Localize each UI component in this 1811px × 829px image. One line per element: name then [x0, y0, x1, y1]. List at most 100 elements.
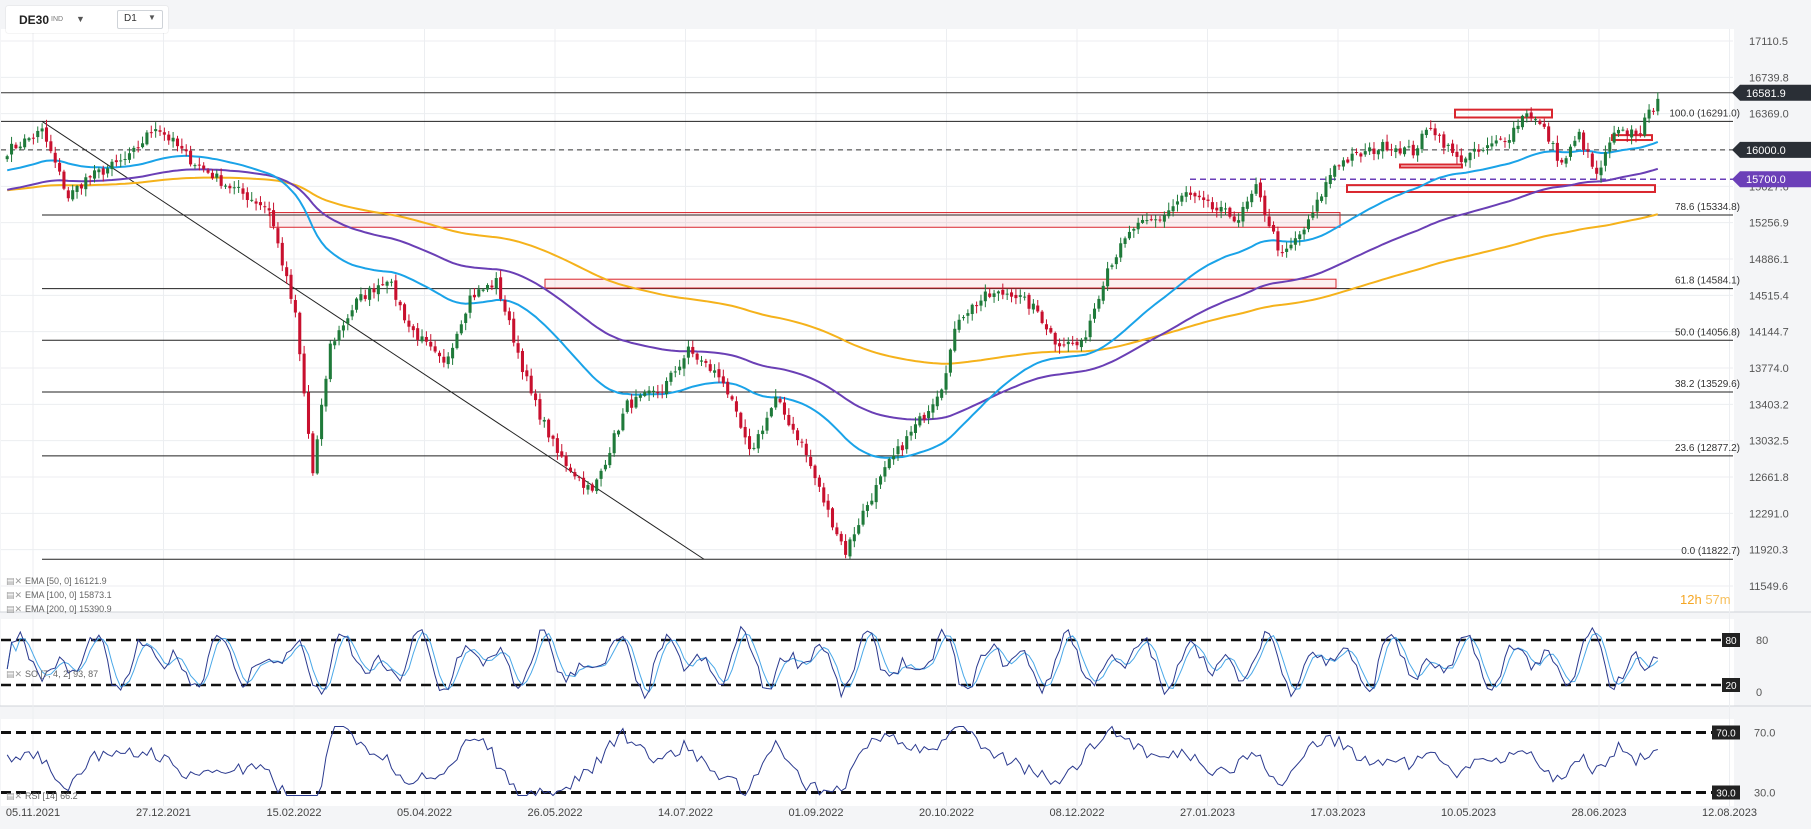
- candle-body: [1154, 219, 1158, 221]
- candle-body: [1520, 115, 1524, 128]
- candle-body: [341, 325, 345, 331]
- candle-body: [97, 169, 101, 173]
- candle-body: [1106, 268, 1110, 287]
- candle-body: [1433, 128, 1437, 136]
- candle-body: [905, 436, 909, 450]
- symbol-name[interactable]: DE30: [19, 13, 50, 27]
- candle-body: [1656, 98, 1660, 112]
- candles: [5, 92, 1660, 559]
- candle-body: [1302, 229, 1306, 235]
- candle-body: [1258, 182, 1262, 198]
- ema100-legend[interactable]: ▤✕ EMA [100, 0] 15873.1: [6, 590, 112, 600]
- settings-icon[interactable]: ▤✕: [6, 590, 23, 600]
- candle-body: [992, 293, 996, 297]
- candle-body: [446, 356, 450, 365]
- candle-body: [761, 430, 765, 435]
- candle-body: [333, 341, 337, 346]
- symbol-suffix: IND: [51, 16, 64, 23]
- candle-body: [49, 141, 53, 152]
- candle-body: [547, 419, 551, 438]
- candle-body: [1031, 303, 1035, 310]
- candle-body: [1158, 219, 1162, 221]
- candle-body: [1490, 143, 1494, 147]
- candle-body: [625, 400, 629, 412]
- candle-body: [184, 149, 188, 152]
- settings-icon[interactable]: ▤✕: [6, 791, 23, 801]
- y-tick-label: 12291.0: [1749, 508, 1789, 520]
- candle-body: [1040, 311, 1044, 323]
- highlight-box-top: [1454, 108, 1553, 119]
- candle-body: [1359, 153, 1363, 157]
- settings-icon[interactable]: ▤✕: [6, 669, 23, 679]
- candle-body: [1582, 132, 1586, 150]
- candle-body: [787, 414, 791, 426]
- candle-body: [1612, 132, 1616, 143]
- ema50-legend[interactable]: ▤✕ EMA [50, 0] 16121.9: [6, 576, 107, 586]
- ema200-legend[interactable]: ▤✕ EMA [200, 0] 15390.9: [6, 604, 112, 614]
- candle-body: [119, 160, 123, 162]
- candle-body: [1446, 144, 1450, 146]
- candle-body: [459, 324, 463, 334]
- level-16000-badge: [1732, 141, 1811, 158]
- candle-body: [250, 199, 254, 201]
- settings-icon[interactable]: ▤✕: [6, 576, 23, 586]
- candle-body: [1066, 341, 1070, 345]
- candle-body: [551, 435, 555, 439]
- candle-body: [595, 479, 599, 492]
- candle-body: [817, 477, 821, 487]
- candle-body: [1429, 127, 1433, 129]
- y-tick-label: 13403.2: [1749, 399, 1789, 411]
- candle-body: [44, 127, 49, 142]
- rsi-legend[interactable]: ▤✕ RSI [14] 66.2: [6, 791, 78, 801]
- candle-body: [485, 285, 490, 290]
- candle-body: [555, 438, 559, 453]
- candle-body: [516, 343, 520, 353]
- candle-body: [582, 477, 586, 488]
- candle-body: [167, 134, 171, 141]
- candle-body: [110, 161, 114, 170]
- candle-body: [132, 147, 136, 152]
- candle-body: [1237, 220, 1241, 223]
- candle-body: [18, 146, 22, 149]
- candle-body: [315, 439, 319, 474]
- candle-body: [1328, 175, 1332, 184]
- candle-body: [774, 396, 778, 408]
- candle-body: [577, 476, 581, 478]
- candle-body: [1564, 158, 1568, 164]
- candle-body: [14, 144, 18, 149]
- settings-icon[interactable]: ▤✕: [6, 604, 23, 614]
- candle-body: [996, 291, 1000, 294]
- x-tick-label: 12.08.2023: [1702, 807, 1757, 819]
- candle-body: [1368, 147, 1372, 152]
- candle-body: [293, 300, 297, 313]
- candle-body: [1372, 148, 1376, 154]
- candle-body: [1472, 148, 1476, 152]
- candle-body: [1599, 167, 1603, 176]
- stochastic-legend[interactable]: ▤✕ SO [7, 4, 2] 93, 87: [6, 669, 99, 679]
- candle-body: [1381, 142, 1385, 152]
- timeframe-select[interactable]: D1 ▼: [117, 10, 163, 29]
- symbol-dropdown-icon[interactable]: ▼: [76, 14, 85, 24]
- stoch-level-badge: [1722, 678, 1740, 692]
- candle-body: [1320, 196, 1324, 201]
- candle-body: [1018, 295, 1022, 297]
- candle-body: [704, 360, 708, 363]
- candle-body: [879, 476, 883, 485]
- candle-body: [568, 467, 573, 472]
- candle-body: [1132, 228, 1136, 231]
- candle-body: [66, 190, 70, 199]
- candle-body: [1210, 202, 1214, 210]
- candle-body: [542, 419, 546, 422]
- rsi-axis-label: 30.0: [1754, 788, 1775, 800]
- candle-body: [175, 138, 180, 147]
- candle-body: [1420, 133, 1424, 150]
- candle-body: [363, 295, 367, 299]
- candle-body: [913, 424, 917, 434]
- candle-body: [27, 138, 31, 141]
- candle-body: [953, 328, 957, 351]
- candle-body: [1180, 195, 1184, 202]
- candle-body: [346, 318, 350, 324]
- candle-body: [1651, 110, 1655, 112]
